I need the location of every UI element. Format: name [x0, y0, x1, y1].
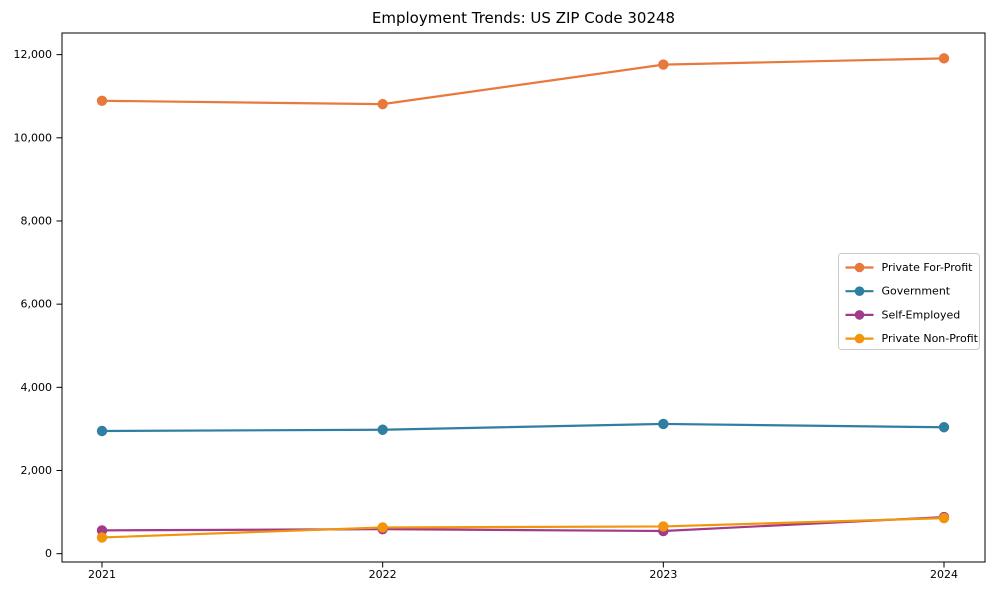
data-point-private-non-profit-2022 [377, 522, 388, 533]
chart-title: Employment Trends: US ZIP Code 30248 [372, 9, 675, 27]
legend-marker-private-non-profit [854, 333, 865, 344]
y-tick-label: 12,000 [14, 48, 53, 61]
data-point-government-2023 [658, 418, 669, 430]
series-government [96, 418, 950, 437]
series-line-self-employed [101, 515, 945, 533]
series-private-non-profit [96, 512, 950, 543]
legend-entry-private-for-profit: Private For-Profit [845, 261, 974, 274]
legend-entry-government: Government [845, 285, 951, 298]
x-tick-label: 2021 [88, 568, 116, 581]
data-point-private-non-profit-2023 [658, 521, 669, 532]
legend-marker-self-employed [854, 310, 865, 320]
legend-label-private-non-profit: Private Non-Profit [882, 332, 979, 345]
data-point-private-for-profit-2024 [938, 53, 950, 64]
data-point-private-non-profit-2024 [938, 512, 950, 524]
series-private-for-profit [96, 53, 950, 110]
series-line-government [101, 422, 945, 433]
legend-label-government: Government [882, 285, 951, 298]
x-tick-label: 2024 [930, 568, 958, 581]
legend-box [838, 253, 980, 350]
y-tick-label: 2,000 [21, 464, 53, 477]
data-point-government-2022 [377, 424, 388, 435]
legend-marker-private-for-profit [854, 262, 865, 273]
series-line-private-for-profit [101, 57, 945, 106]
y-tick-label: 8,000 [21, 214, 53, 227]
y-tick-label: 10,000 [14, 131, 53, 144]
x-tick-label: 2023 [649, 568, 677, 581]
data-point-private-non-profit-2021 [96, 532, 108, 543]
y-tick-label: 4,000 [21, 381, 53, 394]
y-tick-label: 0 [45, 547, 52, 560]
data-point-private-for-profit-2022 [377, 98, 388, 110]
plot-frame [61, 32, 986, 563]
x-tick-label: 2022 [369, 568, 397, 581]
legend-label-self-employed: Self-Employed [882, 308, 961, 321]
legend-entry-private-non-profit: Private Non-Profit [845, 332, 979, 345]
legend-marker-government [854, 286, 865, 297]
data-point-private-for-profit-2023 [658, 59, 669, 70]
legend-label-private-for-profit: Private For-Profit [882, 261, 974, 274]
legend-entry-self-employed: Self-Employed [845, 308, 961, 321]
chart-render-root: 0 2,000 4,000 6,000 8,000 10,000 12,000 2021 202… [14, 32, 986, 581]
series-line-private-non-profit [101, 517, 945, 539]
y-tick-label: 6,000 [21, 298, 53, 311]
legend: Private For-Profit Government Self-Employe… [838, 253, 980, 350]
data-point-government-2021 [96, 425, 108, 437]
data-point-private-for-profit-2021 [96, 95, 108, 106]
data-point-government-2024 [938, 422, 950, 433]
